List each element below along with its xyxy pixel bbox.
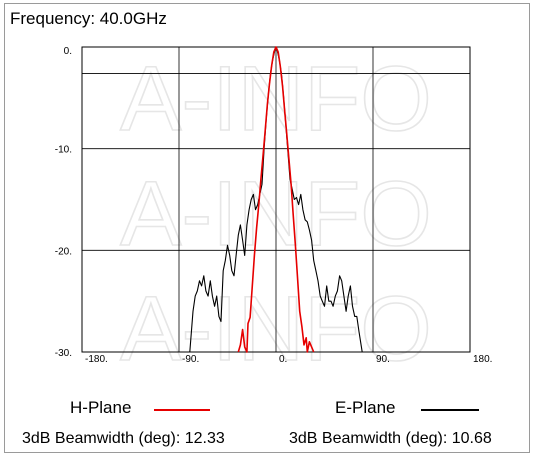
x-tick-label: -180. — [85, 354, 108, 365]
frequency-label: Frequency: 40.0GHz — [10, 9, 167, 28]
legend-e-plane-label: E-Plane — [335, 398, 396, 417]
y-tick-label: -20. — [55, 246, 72, 257]
e-plane-beamwidth: 3dB Beamwidth (deg): 10.68 — [289, 430, 492, 447]
x-tick-label: 90. — [376, 354, 390, 365]
x-tick-label: 0. — [279, 354, 287, 365]
tick-labels: 0. -10. -20. -30. -180. -90. 0. 90. 180. — [55, 46, 493, 365]
h-plane-beamwidth: 3dB Beamwidth (deg): 12.33 — [22, 430, 225, 447]
x-tick-label: -90. — [182, 354, 199, 365]
y-tick-label: -10. — [55, 145, 72, 156]
y-tick-label: -30. — [55, 348, 72, 359]
y-tick-label: 0. — [64, 46, 72, 57]
chart-frame — [4, 3, 530, 453]
series-line-h-plane — [237, 46, 315, 353]
legend-h-plane-line — [154, 409, 210, 411]
x-tick-label: 180. — [473, 354, 492, 365]
legend-h-plane-label: H-Plane — [70, 398, 132, 417]
series-group — [189, 46, 363, 353]
legend-e-plane-line — [421, 409, 479, 411]
